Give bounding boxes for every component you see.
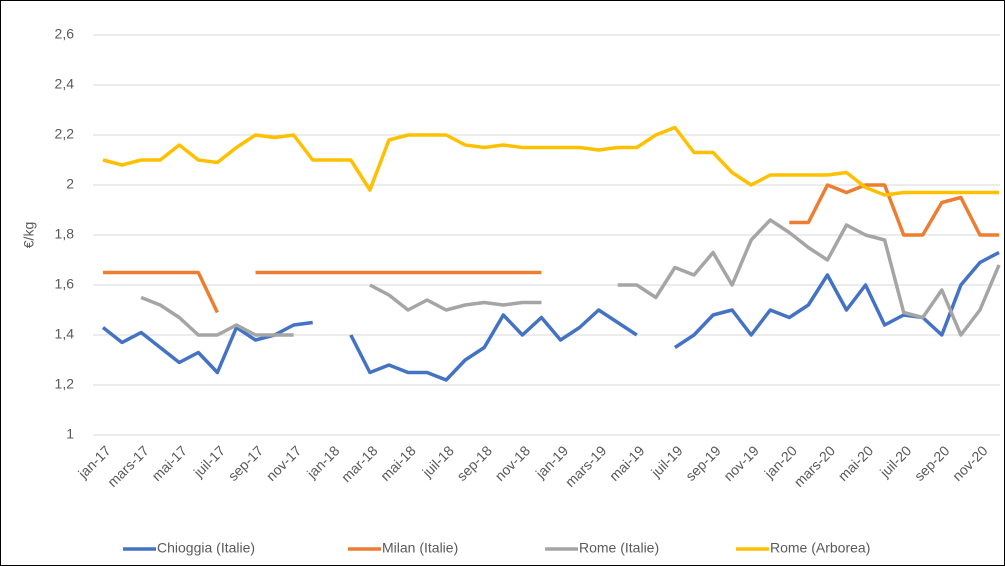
y-tick-label: 2,6 [55, 26, 75, 42]
y-tick-label: 1 [66, 426, 74, 442]
y-tick-label: 2 [66, 176, 74, 192]
y-tick-label: 1,4 [55, 326, 75, 342]
y-tick-label: 2,4 [55, 76, 75, 92]
legend-label: Rome (Arborea) [770, 540, 870, 556]
y-tick-label: 1,6 [55, 276, 75, 292]
series-line [140, 218, 1001, 337]
y-tick-label: 2,2 [55, 126, 75, 142]
legend-label: Rome (Italie) [579, 540, 659, 556]
series-line [102, 125, 999, 197]
series-line [103, 183, 999, 314]
y-tick-label: 1,8 [55, 226, 75, 242]
y-tick-label: 1,2 [55, 376, 75, 392]
y-axis-title: €/kg [21, 222, 37, 248]
legend-label: Milan (Italie) [382, 540, 458, 556]
legend-label: Chioggia (Italie) [157, 540, 255, 556]
